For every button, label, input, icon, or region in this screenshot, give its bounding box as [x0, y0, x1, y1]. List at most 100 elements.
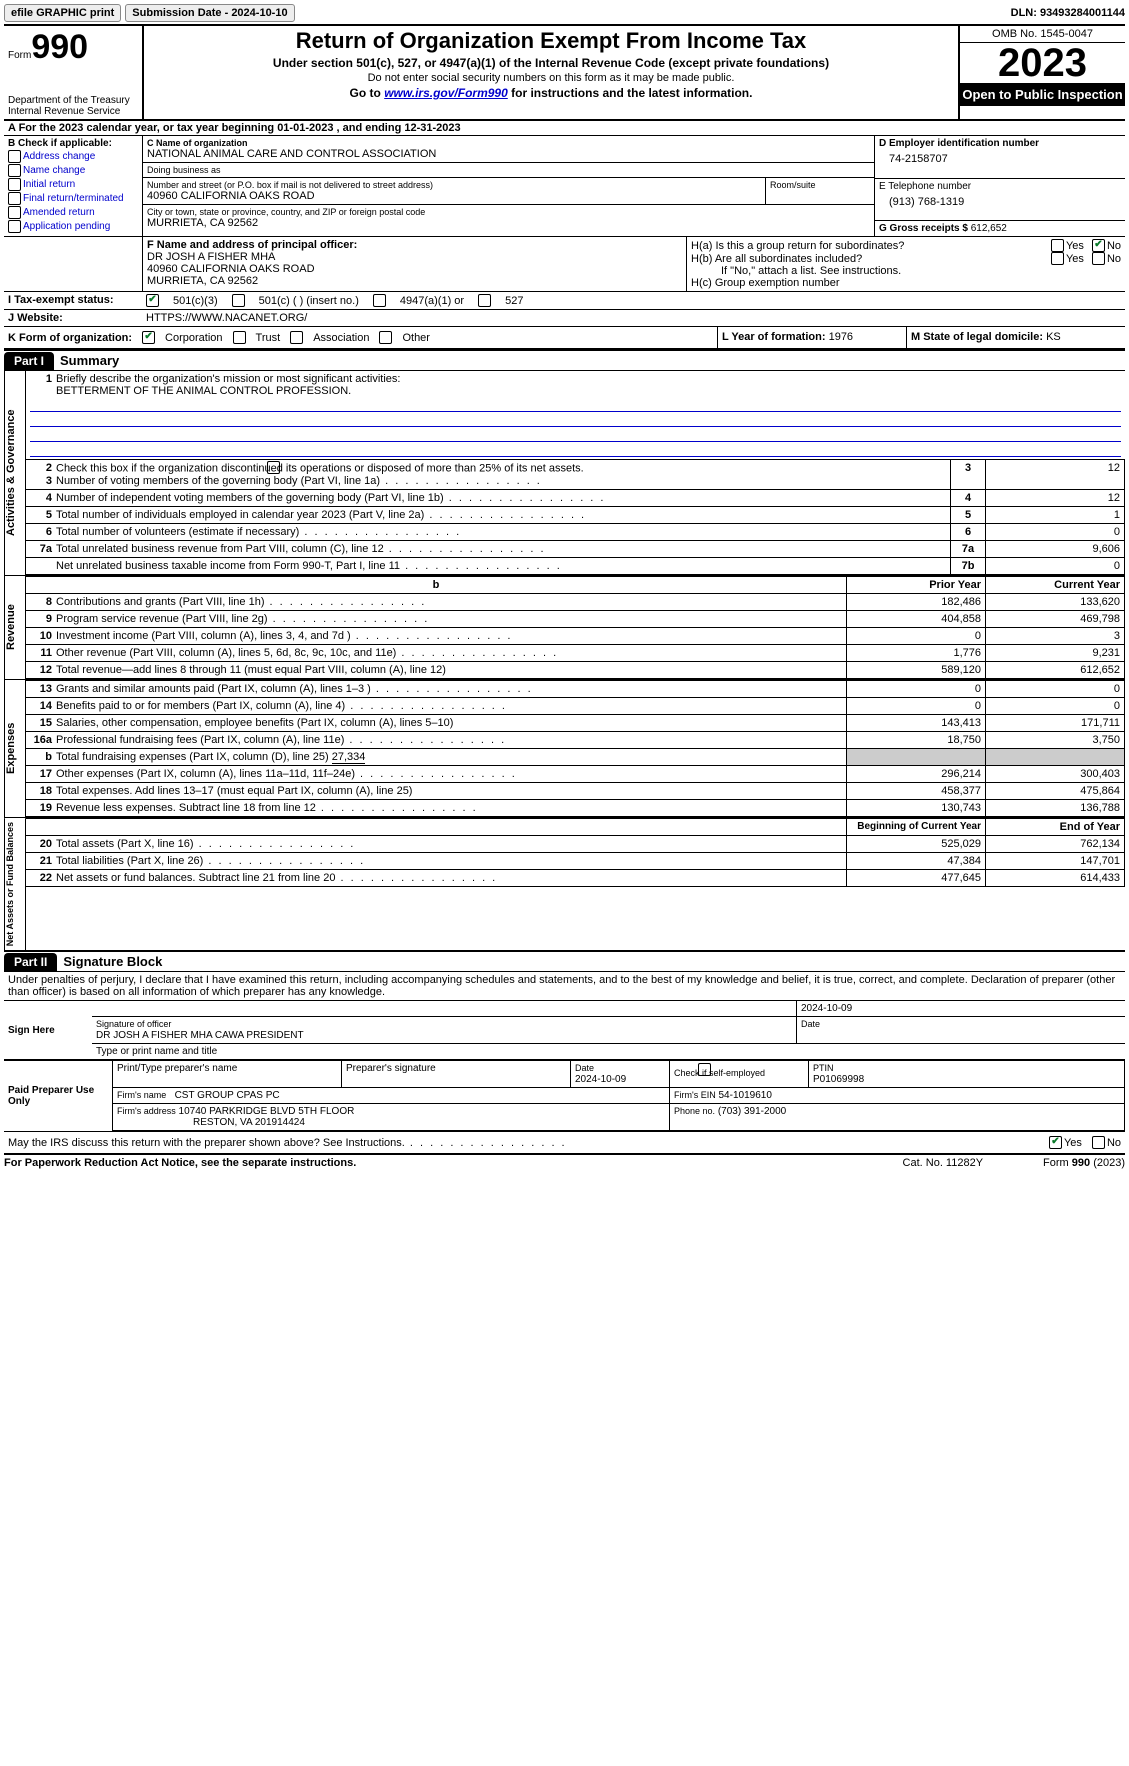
i-501c3-checkbox[interactable] — [146, 294, 159, 307]
paid-preparer-table: Paid Preparer Use Only Print/Type prepar… — [4, 1059, 1125, 1131]
hdr-end: End of Year — [986, 819, 1125, 836]
form-title: Return of Organization Exempt From Incom… — [150, 28, 952, 54]
form990-link[interactable]: www.irs.gov/Form990 — [384, 86, 508, 100]
c15: 171,711 — [986, 715, 1125, 732]
q19: Revenue less expenses. Subtract line 18 … — [56, 802, 842, 814]
goto-pre: Go to — [350, 86, 385, 100]
perjury-text: Under penalties of perjury, I declare th… — [4, 972, 1125, 1001]
k-corp-checkbox[interactable] — [142, 331, 155, 344]
v3: 12 — [986, 460, 1125, 490]
street-label: Number and street (or P.O. box if mail i… — [147, 180, 761, 190]
expenses-block: Expenses 13Grants and similar amounts pa… — [4, 680, 1125, 818]
checkbox-app-pending[interactable] — [8, 220, 21, 233]
vlabel-revenue: Revenue — [4, 576, 26, 679]
section-bcd: B Check if applicable: Address change Na… — [4, 136, 1125, 237]
lbl-app-pending: Application pending — [23, 221, 110, 232]
addr2-val: RESTON, VA 201914424 — [117, 1117, 305, 1128]
efile-print-button[interactable]: efile GRAPHIC print — [4, 4, 121, 22]
discuss-no-checkbox[interactable] — [1092, 1136, 1105, 1149]
q13: Grants and similar amounts paid (Part IX… — [56, 683, 842, 695]
dept-treasury: Department of the Treasury — [8, 95, 138, 106]
self-emp-label: Check if self-employed — [674, 1068, 765, 1078]
sig-date-label: Date — [801, 1019, 820, 1029]
i-4947-label: 4947(a)(1) or — [400, 295, 464, 307]
hb-yes-label: Yes — [1066, 253, 1084, 265]
addr-label: Firm's address — [117, 1106, 176, 1116]
ha-no-label: No — [1107, 240, 1121, 252]
p9: 404,858 — [847, 611, 986, 628]
p8: 182,486 — [847, 594, 986, 611]
q20: Total assets (Part X, line 16) — [56, 838, 842, 850]
k-other-checkbox[interactable] — [379, 331, 392, 344]
ssn-note: Do not enter social security numbers on … — [150, 72, 952, 84]
c22: 614,433 — [986, 870, 1125, 887]
ein-value: 74-2158707 — [879, 149, 1121, 165]
ptin-val: P01069998 — [813, 1074, 864, 1085]
i-501c-label: 501(c) ( ) (insert no.) — [259, 295, 359, 307]
p11: 1,776 — [847, 645, 986, 662]
discuss-no: No — [1107, 1137, 1121, 1149]
lbl-name-change: Name change — [23, 165, 85, 176]
q17: Other expenses (Part IX, column (A), lin… — [56, 768, 842, 780]
form-label: Form — [8, 50, 31, 61]
c11: 9,231 — [986, 645, 1125, 662]
checkbox-final-return[interactable] — [8, 192, 21, 205]
p21: 47,384 — [847, 853, 986, 870]
hdr-begin: Beginning of Current Year — [847, 819, 986, 836]
p13: 0 — [847, 681, 986, 698]
q11: Other revenue (Part VIII, column (A), li… — [56, 647, 842, 659]
box-c-name-label: C Name of organization — [147, 138, 870, 148]
q2: Check this box if the organization disco… — [56, 462, 584, 474]
box-f-label: F Name and address of principal officer: — [147, 239, 682, 251]
ha-yes-label: Yes — [1066, 240, 1084, 252]
ein-label: Firm's EIN — [674, 1090, 716, 1100]
q14: Benefits paid to or for members (Part IX… — [56, 700, 842, 712]
hb-no-checkbox[interactable] — [1092, 252, 1105, 265]
checkbox-initial-return[interactable] — [8, 178, 21, 191]
dln: DLN: 93493284001144 — [1011, 7, 1125, 19]
k-trust-checkbox[interactable] — [233, 331, 246, 344]
checkbox-name-change[interactable] — [8, 164, 21, 177]
fr-bold: 990 — [1072, 1157, 1090, 1169]
i-501c-checkbox[interactable] — [232, 294, 245, 307]
checkbox-amended[interactable] — [8, 206, 21, 219]
gross-receipts: 612,652 — [971, 223, 1007, 234]
form-subtitle: Under section 501(c), 527, or 4947(a)(1)… — [150, 56, 952, 70]
part2-tag: Part II — [4, 953, 57, 971]
p14: 0 — [847, 698, 986, 715]
revenue-block: Revenue bPrior YearCurrent Year 8Contrib… — [4, 576, 1125, 680]
c19: 136,788 — [986, 800, 1125, 817]
q15: Salaries, other compensation, employee b… — [56, 717, 842, 729]
ha-yes-checkbox[interactable] — [1051, 239, 1064, 252]
q6: Total number of volunteers (estimate if … — [56, 526, 946, 538]
state-domicile: KS — [1046, 331, 1061, 343]
v4: 12 — [986, 490, 1125, 507]
dba-label: Doing business as — [147, 165, 870, 175]
goto-post: for instructions and the latest informat… — [508, 86, 753, 100]
self-emp-checkbox[interactable] — [698, 1063, 711, 1076]
checkbox-address-change[interactable] — [8, 150, 21, 163]
c9: 469,798 — [986, 611, 1125, 628]
i-527-checkbox[interactable] — [478, 294, 491, 307]
discuss-yes: Yes — [1064, 1137, 1082, 1149]
hb-yes-checkbox[interactable] — [1051, 252, 1064, 265]
q12: Total revenue—add lines 8 through 11 (mu… — [56, 664, 842, 676]
discuss-yes-checkbox[interactable] — [1049, 1136, 1062, 1149]
pname-label: Print/Type preparer's name — [113, 1060, 342, 1088]
q2-checkbox[interactable] — [267, 461, 280, 474]
h-a-label: H(a) Is this a group return for subordin… — [691, 240, 1051, 252]
box-b-label: B Check if applicable: — [8, 138, 138, 149]
row-klm: K Form of organization: Corporation Trus… — [4, 327, 1125, 350]
v7b: 0 — [986, 558, 1125, 575]
v6: 0 — [986, 524, 1125, 541]
k-assoc-checkbox[interactable] — [290, 331, 303, 344]
ha-no-checkbox[interactable] — [1092, 239, 1105, 252]
street-value: 40960 CALIFORNIA OAKS ROAD — [147, 190, 761, 202]
i-4947-checkbox[interactable] — [373, 294, 386, 307]
c18: 475,864 — [986, 783, 1125, 800]
row-l-label: L Year of formation: — [722, 331, 826, 343]
pdate-val: 2024-10-09 — [575, 1074, 626, 1085]
netassets-block: Net Assets or Fund Balances Beginning of… — [4, 818, 1125, 952]
addr1-val: 10740 PARKRIDGE BLVD 5TH FLOOR — [179, 1106, 355, 1117]
c10: 3 — [986, 628, 1125, 645]
